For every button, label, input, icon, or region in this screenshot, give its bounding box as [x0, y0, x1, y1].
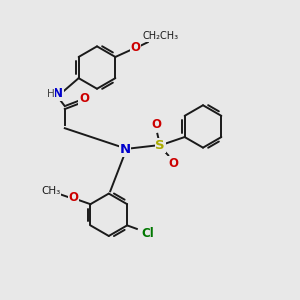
Text: O: O	[69, 190, 79, 204]
Text: O: O	[130, 41, 140, 54]
Text: H: H	[47, 89, 55, 99]
Text: N: N	[53, 87, 63, 100]
Text: N: N	[119, 143, 130, 157]
Text: O: O	[79, 92, 89, 105]
Text: O: O	[151, 118, 161, 131]
Text: CH₃: CH₃	[41, 186, 60, 196]
Text: S: S	[155, 139, 165, 152]
Text: O: O	[168, 157, 178, 170]
Text: Cl: Cl	[141, 227, 154, 240]
Text: CH₂CH₃: CH₂CH₃	[143, 31, 179, 41]
